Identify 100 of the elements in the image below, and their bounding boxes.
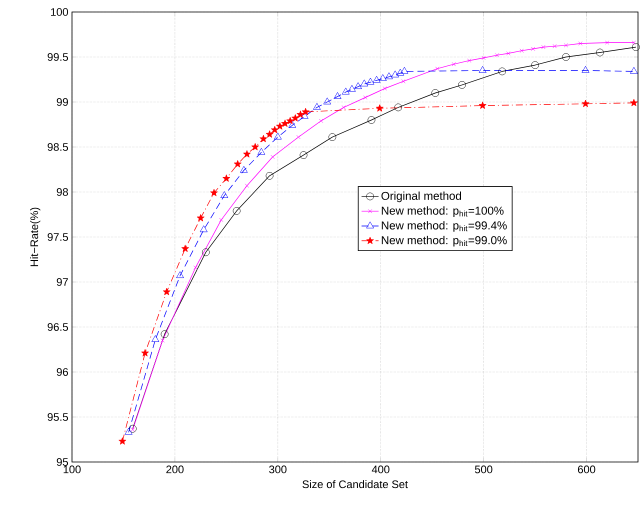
point bbox=[232, 207, 240, 215]
point bbox=[302, 108, 310, 116]
x-tick-label: 300 bbox=[269, 466, 287, 474]
point bbox=[240, 166, 248, 173]
y-tick-label: 95 bbox=[56, 458, 68, 466]
point bbox=[244, 184, 250, 188]
point bbox=[160, 330, 168, 338]
point bbox=[291, 114, 300, 122]
point bbox=[220, 191, 228, 198]
point bbox=[372, 76, 380, 83]
point bbox=[435, 66, 440, 71]
y-tick-label: 97.5 bbox=[48, 233, 68, 241]
point bbox=[360, 80, 368, 86]
y-tick-label: 100 bbox=[51, 8, 68, 16]
y-axis-title: Hit−Rate(%) bbox=[30, 208, 40, 266]
x-tick-label: 500 bbox=[474, 466, 492, 474]
point bbox=[363, 95, 368, 100]
y-tick-label: 96.5 bbox=[48, 323, 68, 331]
x-tick-label: 600 bbox=[578, 466, 596, 474]
point bbox=[266, 172, 274, 180]
point bbox=[200, 225, 208, 232]
point bbox=[260, 134, 268, 142]
point bbox=[482, 56, 486, 60]
point bbox=[176, 271, 184, 278]
point bbox=[385, 72, 393, 80]
point bbox=[342, 105, 346, 110]
point bbox=[193, 266, 198, 270]
point bbox=[281, 120, 289, 127]
point bbox=[541, 45, 546, 50]
legend-label: New method: p$_{hit}$=99.4% bbox=[382, 221, 507, 232]
point bbox=[251, 142, 260, 150]
point bbox=[202, 248, 210, 256]
point bbox=[300, 151, 308, 159]
y-tick-label: 99.5 bbox=[48, 53, 68, 61]
point bbox=[596, 48, 604, 56]
point bbox=[313, 102, 321, 110]
point bbox=[348, 84, 356, 92]
point bbox=[467, 58, 472, 63]
point bbox=[141, 349, 149, 356]
point bbox=[632, 40, 636, 45]
point bbox=[396, 68, 404, 76]
legend-label: Original method bbox=[381, 192, 462, 202]
point bbox=[531, 61, 539, 69]
x-tick-label: 200 bbox=[166, 466, 184, 474]
x-axis-title: Size of Candidate Set bbox=[302, 480, 408, 488]
legend-label: New method: p$_{hit}$=100% bbox=[382, 206, 504, 217]
point bbox=[128, 424, 137, 433]
point bbox=[257, 148, 266, 155]
y-tick-label: 96 bbox=[56, 368, 68, 376]
point bbox=[376, 104, 384, 112]
point bbox=[458, 81, 466, 89]
point bbox=[334, 92, 342, 99]
point bbox=[274, 132, 282, 140]
y-tick-label: 98.5 bbox=[48, 143, 68, 151]
point bbox=[530, 46, 536, 51]
point bbox=[378, 74, 387, 81]
point bbox=[243, 150, 251, 158]
point bbox=[222, 174, 230, 182]
point bbox=[632, 43, 640, 51]
point bbox=[151, 335, 160, 342]
point bbox=[342, 88, 350, 94]
y-tick-label: 99 bbox=[56, 98, 68, 106]
legend-label: New method: p$_{hit}$=99.0% bbox=[382, 236, 507, 247]
point bbox=[160, 338, 165, 343]
point bbox=[562, 53, 570, 61]
point bbox=[276, 122, 284, 130]
point bbox=[328, 133, 336, 141]
point bbox=[630, 66, 638, 74]
point bbox=[354, 82, 362, 90]
point bbox=[391, 70, 400, 78]
point bbox=[478, 66, 486, 73]
point bbox=[270, 126, 279, 134]
point bbox=[578, 41, 582, 46]
point bbox=[368, 116, 376, 124]
point bbox=[196, 214, 204, 222]
point bbox=[552, 44, 557, 48]
point bbox=[506, 51, 510, 56]
point bbox=[494, 53, 500, 58]
point bbox=[219, 218, 224, 222]
y-tick-label: 95.5 bbox=[48, 413, 68, 421]
point bbox=[296, 135, 300, 140]
point bbox=[270, 154, 275, 159]
point bbox=[605, 40, 610, 45]
point bbox=[400, 66, 408, 74]
point bbox=[210, 188, 218, 196]
point bbox=[266, 130, 274, 138]
point bbox=[582, 100, 590, 108]
point bbox=[431, 89, 440, 97]
point bbox=[118, 437, 126, 445]
point bbox=[286, 116, 294, 124]
y-tick-label: 98 bbox=[56, 188, 68, 196]
point bbox=[234, 160, 242, 168]
point bbox=[394, 104, 402, 112]
point bbox=[582, 66, 590, 73]
point bbox=[288, 120, 296, 128]
point bbox=[162, 288, 171, 296]
point bbox=[401, 79, 406, 84]
point bbox=[323, 98, 332, 104]
point bbox=[366, 78, 374, 85]
point bbox=[564, 43, 568, 48]
